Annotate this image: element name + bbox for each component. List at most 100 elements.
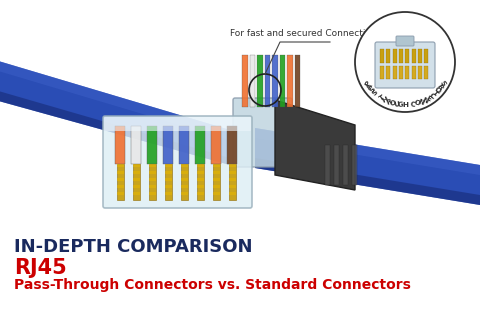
Bar bbox=[325, 145, 330, 185]
Text: S: S bbox=[369, 86, 376, 94]
Bar bbox=[117, 185, 124, 188]
Bar bbox=[411, 66, 416, 79]
Bar bbox=[393, 49, 396, 63]
Bar bbox=[213, 178, 220, 181]
FancyBboxPatch shape bbox=[104, 117, 251, 131]
Bar bbox=[181, 192, 188, 195]
Text: IN-DEPTH COMPARISON: IN-DEPTH COMPARISON bbox=[14, 238, 252, 256]
Text: G: G bbox=[397, 101, 404, 108]
Text: H: H bbox=[381, 96, 389, 104]
Bar bbox=[424, 49, 428, 63]
Text: E: E bbox=[425, 94, 432, 102]
Bar bbox=[133, 178, 140, 181]
Bar bbox=[133, 192, 140, 195]
Bar bbox=[393, 66, 396, 79]
Bar bbox=[149, 178, 156, 181]
Bar bbox=[195, 126, 205, 164]
Bar bbox=[211, 126, 221, 164]
Bar bbox=[181, 178, 188, 181]
Text: R: R bbox=[385, 98, 393, 106]
Bar bbox=[181, 164, 188, 200]
Bar bbox=[213, 185, 220, 188]
Polygon shape bbox=[275, 100, 355, 190]
Polygon shape bbox=[0, 60, 230, 140]
Text: P: P bbox=[364, 80, 372, 87]
Bar bbox=[165, 178, 172, 181]
Bar bbox=[115, 126, 125, 164]
Bar bbox=[352, 145, 357, 185]
Text: N: N bbox=[420, 96, 429, 104]
Bar bbox=[149, 185, 156, 188]
Bar bbox=[165, 171, 172, 174]
Bar bbox=[227, 126, 237, 164]
Bar bbox=[405, 66, 409, 79]
Bar bbox=[131, 126, 141, 164]
Bar bbox=[117, 164, 124, 167]
Bar bbox=[197, 164, 204, 200]
Text: S: S bbox=[438, 80, 446, 87]
Bar bbox=[165, 164, 172, 167]
Bar bbox=[287, 55, 292, 107]
Bar bbox=[242, 55, 248, 107]
Bar bbox=[213, 171, 220, 174]
FancyBboxPatch shape bbox=[103, 116, 252, 208]
FancyBboxPatch shape bbox=[396, 36, 414, 46]
Bar bbox=[133, 164, 140, 200]
Bar bbox=[213, 164, 220, 200]
Bar bbox=[272, 55, 277, 107]
Bar bbox=[149, 164, 156, 200]
Text: Pass-Through Connectors vs. Standard Connectors: Pass-Through Connectors vs. Standard Con… bbox=[14, 278, 411, 292]
Text: RJ45: RJ45 bbox=[14, 258, 67, 278]
Bar bbox=[149, 171, 156, 174]
Bar bbox=[197, 178, 204, 181]
Bar bbox=[117, 192, 124, 195]
Text: For fast and secured Connection: For fast and secured Connection bbox=[230, 29, 377, 38]
Text: O: O bbox=[389, 100, 396, 107]
Bar bbox=[181, 171, 188, 174]
FancyBboxPatch shape bbox=[375, 42, 435, 88]
Text: N: N bbox=[417, 98, 425, 106]
Text: T: T bbox=[431, 89, 439, 97]
Bar bbox=[229, 171, 236, 174]
Polygon shape bbox=[255, 128, 480, 205]
Text: O: O bbox=[433, 86, 442, 94]
Polygon shape bbox=[255, 128, 480, 175]
Bar bbox=[165, 192, 172, 195]
Bar bbox=[147, 126, 157, 164]
Bar bbox=[229, 164, 236, 200]
Bar bbox=[295, 55, 300, 107]
Bar bbox=[380, 66, 384, 79]
Bar bbox=[399, 49, 403, 63]
Bar bbox=[133, 171, 140, 174]
Bar bbox=[133, 164, 140, 167]
Bar bbox=[117, 171, 124, 174]
Bar bbox=[149, 164, 156, 167]
Text: O: O bbox=[413, 100, 421, 107]
Bar bbox=[229, 164, 236, 167]
Bar bbox=[181, 185, 188, 188]
Bar bbox=[250, 55, 255, 107]
Bar bbox=[165, 164, 172, 200]
Bar bbox=[229, 185, 236, 188]
Bar bbox=[229, 178, 236, 181]
Polygon shape bbox=[0, 60, 230, 165]
Bar bbox=[386, 66, 390, 79]
Text: T: T bbox=[378, 94, 385, 102]
Bar bbox=[197, 171, 204, 174]
Bar bbox=[213, 192, 220, 195]
Bar bbox=[181, 164, 188, 167]
Bar bbox=[197, 192, 204, 195]
Bar bbox=[149, 192, 156, 195]
Bar bbox=[257, 55, 263, 107]
Bar bbox=[117, 164, 124, 200]
Text: C: C bbox=[410, 101, 416, 108]
Bar bbox=[165, 185, 172, 188]
Bar bbox=[264, 55, 270, 107]
Bar bbox=[418, 66, 422, 79]
Bar bbox=[380, 49, 384, 63]
FancyBboxPatch shape bbox=[233, 98, 292, 167]
Circle shape bbox=[355, 12, 455, 112]
Bar bbox=[229, 192, 236, 195]
Bar bbox=[133, 185, 140, 188]
Polygon shape bbox=[255, 158, 480, 205]
